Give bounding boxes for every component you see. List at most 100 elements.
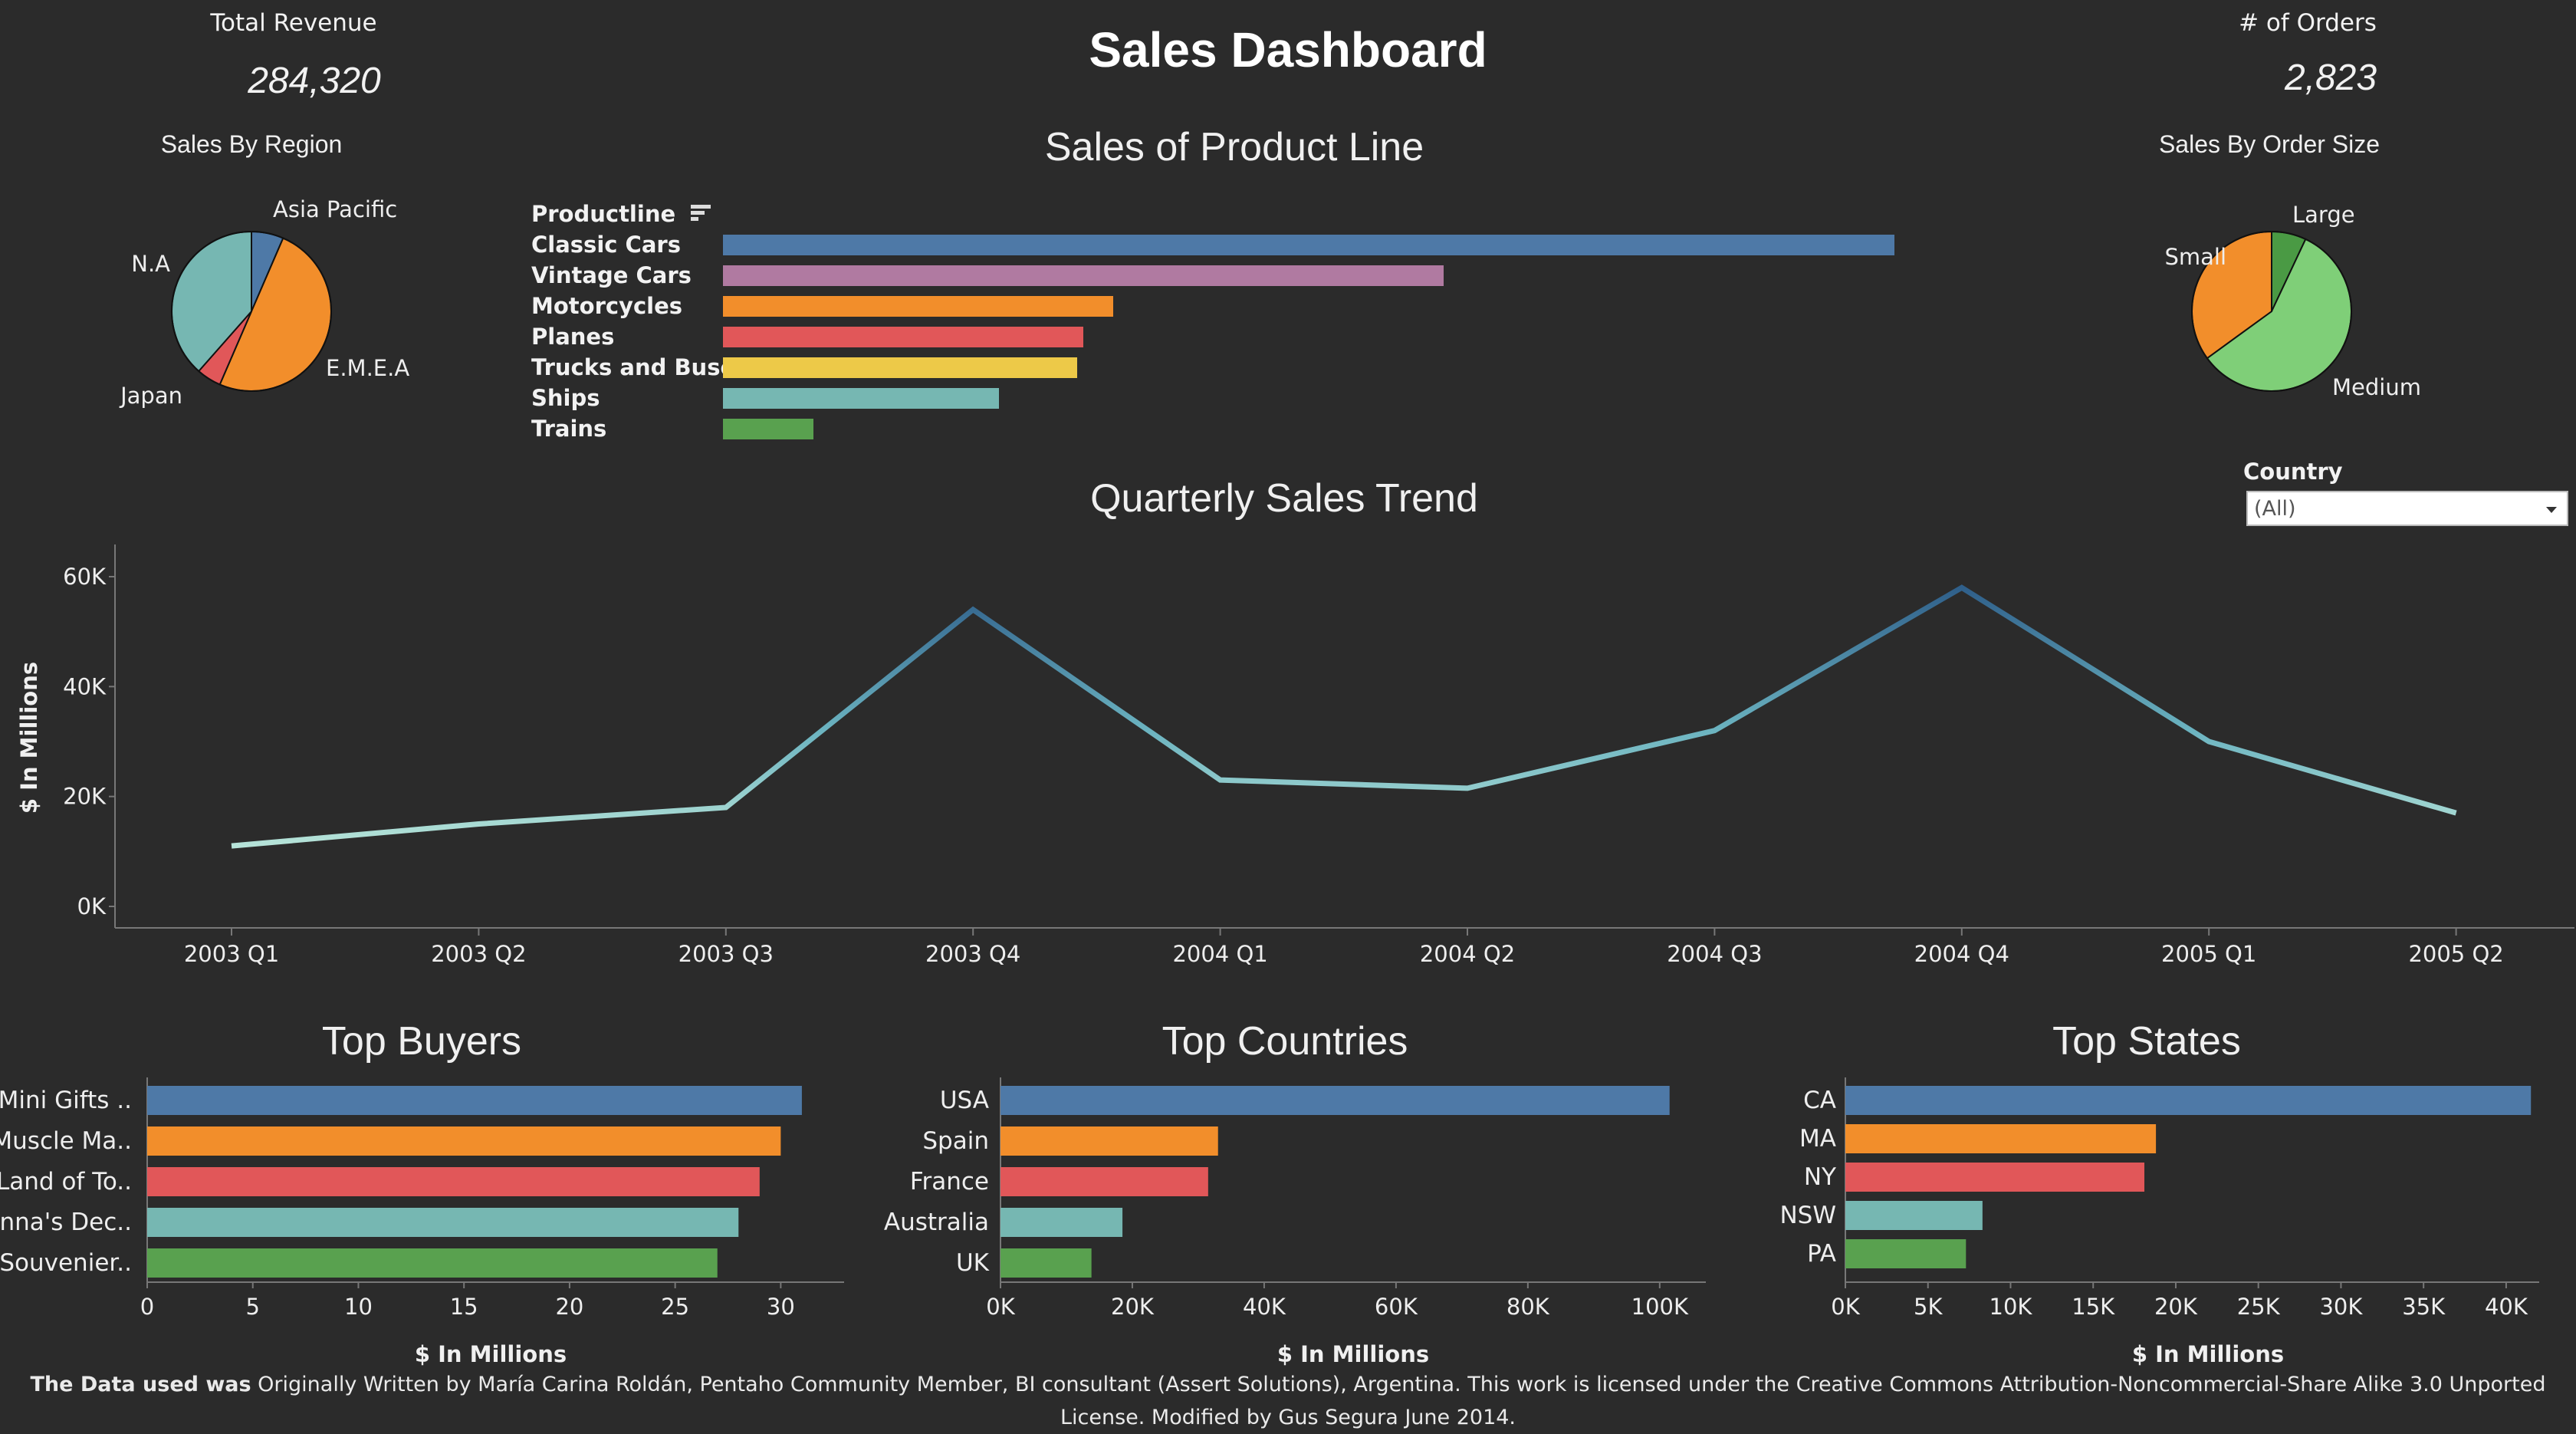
trend-x-tick-label-2004-q2: 2004 Q2 — [1420, 941, 1515, 967]
bar-label-usa: USA — [940, 1087, 989, 1114]
bar-spain[interactable] — [1001, 1126, 1218, 1156]
trend-x-tick-label-2005-q2: 2005 Q2 — [2408, 941, 2503, 967]
region-pie-title: Sales By Region — [160, 130, 343, 158]
bar-label-uk: UK — [956, 1249, 990, 1277]
bar-x-tick-label: 10K — [1990, 1294, 2033, 1320]
productline-label-planes[interactable]: Planes — [531, 324, 615, 350]
page-title: Sales Dashboard — [1089, 22, 1487, 77]
trend-point-2004-q1[interactable] — [1218, 778, 1223, 782]
bar-label-spain: Spain — [922, 1127, 989, 1155]
trend-x-tick-label-2003-q4: 2003 Q4 — [925, 941, 1020, 967]
bar-label-ma: MA — [1799, 1125, 1836, 1153]
productline-label-ships[interactable]: Ships — [531, 385, 600, 411]
trend-point-2003-q3[interactable] — [724, 805, 728, 810]
bar-x-tick-label: 25K — [2237, 1294, 2281, 1320]
footer-text: Originally Written by María Carina Roldá… — [251, 1373, 2546, 1429]
trend-x-tick-label-2003-q2: 2003 Q2 — [431, 941, 526, 967]
bar-x-tick-label: 20 — [555, 1294, 583, 1320]
bar-x-tick-label: 30K — [2319, 1294, 2363, 1320]
productline-label-vintage-cars[interactable]: Vintage Cars — [531, 262, 692, 288]
bar-label-souvenier: Souvenier.. — [0, 1249, 132, 1277]
productline-header-label: Productline — [531, 201, 676, 227]
productline-bar-trains[interactable] — [723, 418, 813, 439]
productline-bar-ships[interactable] — [723, 387, 1000, 409]
bar-label-land-of-to: Land of To.. — [0, 1168, 132, 1196]
productline-bar-planes[interactable] — [723, 326, 1084, 347]
order-size-pie-chart: Large Medium Small — [2164, 202, 2421, 400]
top-states-chart: CA MA NY NSW PA 0K 5K 10K 15K 20K 25K 30K 35K 40K $ In… — [1779, 1077, 2539, 1367]
trend-x-tick-label-2003-q1: 2003 Q1 — [184, 941, 279, 967]
trend-y-tick-label: 40K — [63, 673, 107, 699]
productline-column-header[interactable]: Productline — [531, 201, 712, 227]
bar-australia[interactable] — [1001, 1208, 1123, 1237]
trend-y-tick-label: 60K — [63, 564, 107, 590]
pie-outline — [171, 231, 332, 392]
bar-usa[interactable] — [1001, 1086, 1670, 1115]
productline-label-trucks-and-buses[interactable]: Trucks and Buses — [531, 354, 749, 380]
productline-bar-vintage-cars[interactable] — [723, 265, 1444, 286]
bar-x-tick-label: 15 — [450, 1294, 478, 1320]
trend-x-tick-label-2004-q4: 2004 Q4 — [1914, 941, 2009, 967]
bar-ny[interactable] — [1845, 1163, 2145, 1192]
productline-bar-motorcycles[interactable] — [723, 295, 1114, 317]
productline-label-classic-cars[interactable]: Classic Cars — [531, 232, 681, 258]
bar-pa[interactable] — [1845, 1239, 1967, 1268]
quarterly-trend-chart: 0K 20K 40K 60K 2003 Q1 2003 Q2 2003 Q3 2003 Q4 2… — [16, 544, 2574, 967]
productline-label-motorcycles[interactable]: Motorcycles — [531, 293, 683, 319]
trend-point-2003-q2[interactable] — [476, 822, 481, 827]
trend-point-2004-q2[interactable] — [1465, 786, 1470, 791]
trend-point-2003-q4[interactable] — [971, 607, 975, 612]
country-filter-label: Country — [2243, 459, 2343, 485]
bar-x-tick-label: 20K — [1111, 1294, 1155, 1320]
bar-anna-s-dec[interactable] — [147, 1208, 739, 1237]
footer-bold-text: The Data used was — [30, 1373, 251, 1396]
bar-x-tick-label: 40K — [1243, 1294, 1286, 1320]
trend-y-tick-label: 20K — [63, 784, 107, 810]
productline-bar-trucks-and-buses[interactable] — [723, 357, 1078, 378]
pie-outline — [2191, 231, 2352, 392]
trend-point-2005-q1[interactable] — [2206, 739, 2211, 744]
bar-muscle-ma[interactable] — [147, 1126, 781, 1156]
trend-x-tick-label-2005-q1: 2005 Q1 — [2161, 941, 2256, 967]
bar-x-axis-label: $ In Millions — [415, 1341, 567, 1367]
trend-point-2004-q4[interactable] — [1960, 585, 1964, 590]
bar-ma[interactable] — [1845, 1124, 2157, 1153]
bar-souvenier[interactable] — [147, 1248, 718, 1278]
bar-x-tick-label: 10 — [344, 1294, 373, 1320]
bar-x-tick-label: 60K — [1375, 1294, 1418, 1320]
top-states-title: Top States — [2052, 1019, 2241, 1064]
productline-bar-classic-cars[interactable] — [723, 234, 1894, 255]
trend-x-tick-label-2004-q3: 2004 Q3 — [1667, 941, 1762, 967]
trend-point-2005-q2[interactable] — [2454, 811, 2459, 815]
bar-label-anna-s-dec: Anna's Dec.. — [0, 1209, 132, 1236]
bar-label-ca: CA — [1803, 1087, 1836, 1114]
bar-x-tick-label: 100K — [1631, 1294, 1689, 1320]
pie-label-medium: Medium — [2332, 374, 2421, 400]
bar-france[interactable] — [1001, 1167, 1208, 1196]
pie-label-e-m-e-a: E.M.E.A — [326, 355, 409, 381]
country-filter-dropdown[interactable]: (All) — [2246, 491, 2568, 526]
sort-icon[interactable] — [689, 202, 712, 224]
pie-label-japan: Japan — [119, 383, 182, 409]
chevron-down-icon[interactable] — [2545, 505, 2558, 515]
bar-mini-gifts[interactable] — [147, 1086, 802, 1115]
bar-x-tick-label: 40K — [2485, 1294, 2528, 1320]
trend-point-2003-q1[interactable] — [229, 844, 234, 848]
bar-label-nsw: NSW — [1779, 1202, 1836, 1229]
bar-nsw[interactable] — [1845, 1201, 1983, 1230]
bar-land-of-to[interactable] — [147, 1167, 760, 1196]
trend-point-2004-q3[interactable] — [1712, 729, 1717, 733]
bar-uk[interactable] — [1001, 1248, 1092, 1278]
bar-label-pa: PA — [1807, 1240, 1836, 1268]
top-buyers-title: Top Buyers — [321, 1019, 522, 1064]
bar-x-tick-label: 5K — [1914, 1294, 1943, 1320]
trend-series-line[interactable] — [231, 584, 2457, 849]
trend-x-tick-label-2004-q1: 2004 Q1 — [1172, 941, 1267, 967]
pie-label-large: Large — [2292, 202, 2355, 228]
bar-x-tick-label: 25 — [661, 1294, 689, 1320]
bar-ca[interactable] — [1845, 1086, 2532, 1115]
productline-label-trains[interactable]: Trains — [531, 416, 607, 442]
footer-attribution: The Data used was Originally Written by … — [0, 1368, 2576, 1434]
trend-title: Quarterly Sales Trend — [1090, 476, 1478, 521]
bar-x-tick-label: 35K — [2402, 1294, 2446, 1320]
